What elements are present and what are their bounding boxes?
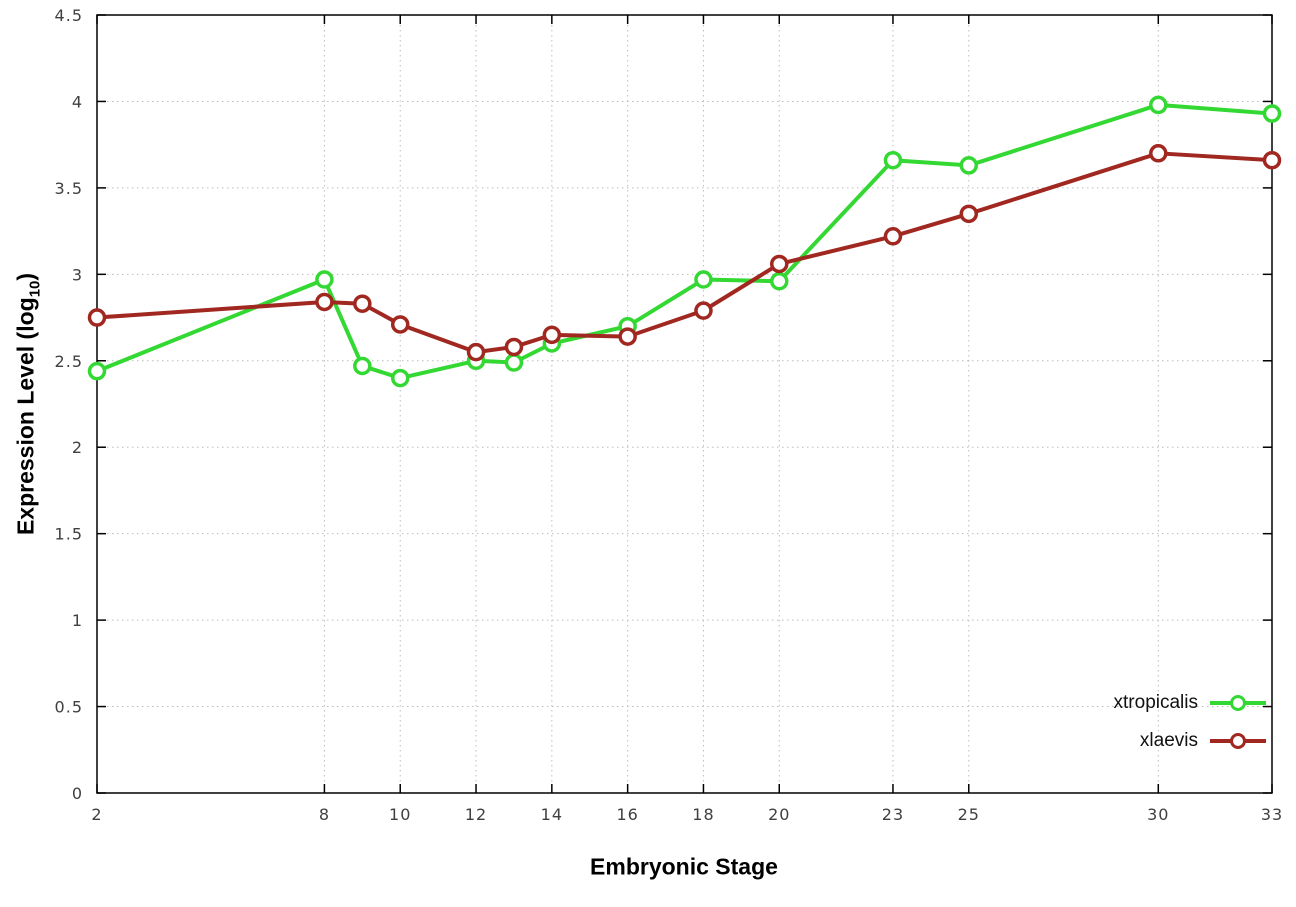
y-axis-label-text: Expression Level (log	[12, 297, 39, 536]
data-point-xlaevis	[542, 325, 562, 345]
x-tick-label: 10	[389, 805, 411, 824]
data-point-xtropicalis	[390, 368, 410, 388]
legend-sample-line	[1210, 722, 1266, 760]
data-point-xtropicalis	[353, 356, 372, 376]
legend-sample-line	[1210, 684, 1266, 722]
legend-label: xtropicalis	[1113, 692, 1198, 713]
data-point-xtropicalis	[770, 271, 789, 291]
data-point-xtropicalis	[1149, 95, 1168, 115]
circle-marker-icon	[1229, 694, 1246, 711]
data-point-xtropicalis	[1262, 104, 1282, 123]
y-tick-label: 4	[72, 92, 83, 111]
data-point-xlaevis	[959, 204, 979, 224]
x-tick-label: 25	[958, 805, 980, 824]
data-point-xtropicalis	[883, 150, 903, 170]
data-point-xtropicalis	[959, 156, 979, 175]
data-point-xlaevis	[1262, 150, 1282, 170]
x-tick-label: 18	[692, 805, 714, 824]
data-point-xlaevis	[353, 294, 372, 313]
x-tick-label: 30	[1147, 805, 1169, 824]
data-point-xlaevis	[694, 301, 713, 320]
data-point-xlaevis	[1149, 144, 1168, 163]
y-tick-label: 2	[72, 438, 83, 457]
y-tick-label: 1.5	[55, 525, 83, 544]
legend: xtropicalis xlaevis	[1114, 684, 1266, 760]
plot-border	[96, 14, 1273, 794]
legend-item-xlaevis: xlaevis	[1114, 722, 1266, 760]
y-tick-label: 2.5	[55, 352, 83, 371]
y-axis-label-subscript: 10	[26, 280, 44, 298]
x-tick-label: 12	[465, 805, 487, 824]
data-point-xtropicalis	[315, 270, 334, 289]
x-tick-label: 33	[1261, 805, 1283, 824]
y-tick-label: 3.5	[55, 179, 83, 198]
x-tick-label: 23	[882, 805, 904, 824]
data-point-xtropicalis	[504, 353, 524, 372]
data-point-xlaevis	[87, 308, 107, 327]
y-tick-label: 0.5	[55, 698, 83, 717]
x-axis-label: Embryonic Stage	[590, 853, 778, 880]
y-tick-label: 1	[72, 611, 83, 630]
circle-marker-icon	[1229, 732, 1246, 749]
data-point-xlaevis	[618, 327, 637, 346]
data-point-xtropicalis	[87, 361, 107, 381]
legend-label: xlaevis	[1139, 730, 1198, 751]
data-point-xlaevis	[466, 342, 486, 362]
y-axis-label: Expression Level (log10)	[13, 273, 44, 535]
y-tick-label: 4.5	[55, 6, 83, 25]
series-line-xtropicalis	[95, 102, 1274, 381]
data-point-xlaevis	[315, 292, 334, 312]
data-point-xlaevis	[883, 227, 903, 246]
data-point-xtropicalis	[694, 270, 713, 289]
series-line-xlaevis	[95, 151, 1274, 355]
data-point-xlaevis	[770, 254, 789, 274]
y-tick-label: 0	[72, 784, 83, 803]
x-tick-label: 2	[91, 805, 102, 824]
data-point-xlaevis	[504, 337, 524, 357]
x-tick-label: 16	[616, 805, 638, 824]
x-tick-label: 14	[541, 805, 563, 824]
x-tick-label: 8	[319, 805, 330, 824]
data-point-xlaevis	[390, 315, 410, 334]
y-tick-label: 3	[72, 265, 83, 284]
legend-item-xtropicalis: xtropicalis	[1114, 684, 1266, 722]
y-axis-label-suffix: )	[12, 272, 39, 281]
x-tick-label: 20	[768, 805, 790, 824]
